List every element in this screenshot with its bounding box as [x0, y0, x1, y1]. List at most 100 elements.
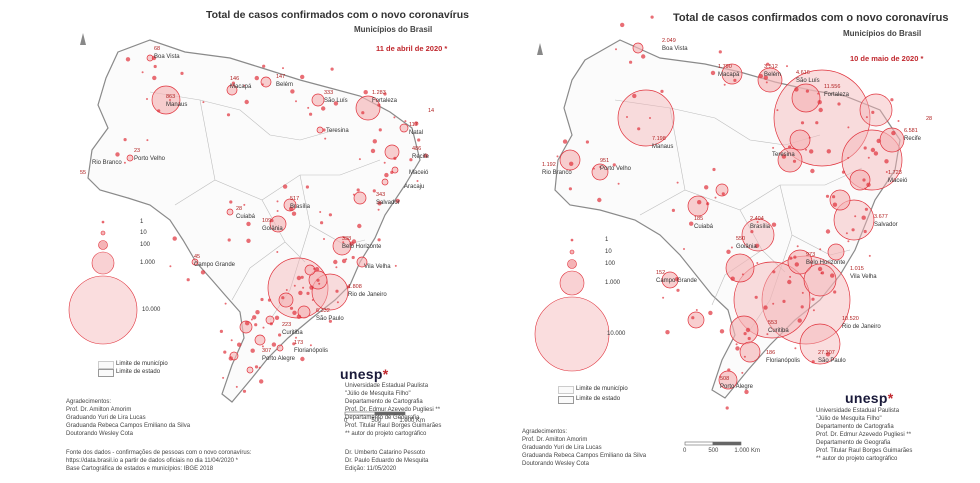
case-dot — [309, 344, 312, 347]
city-label: Cuiabá — [694, 224, 714, 230]
case-count-label: 553 — [768, 320, 778, 326]
brazil-outline — [87, 39, 421, 403]
case-dot — [378, 128, 382, 132]
case-dot — [307, 106, 310, 109]
case-count-label: 68 — [154, 46, 161, 52]
case-dot — [291, 211, 297, 216]
case-dot — [259, 379, 264, 384]
case-dot — [817, 266, 823, 272]
map-title: Total de casos confirmados com o novo co… — [673, 12, 949, 24]
case-count-label: 973 — [806, 252, 816, 258]
case-dot — [847, 240, 850, 243]
case-bubble — [617, 89, 675, 147]
case-count-label: 4.616 — [796, 70, 810, 76]
case-dot — [726, 249, 731, 254]
legend-label: 1 — [605, 237, 609, 243]
case-dot — [697, 200, 702, 205]
case-dot — [321, 106, 326, 111]
case-count-label: 146 — [230, 76, 240, 82]
case-dot — [262, 326, 265, 329]
case-dot — [267, 298, 272, 302]
case-count-label: 1.192 — [542, 162, 556, 168]
case-dot — [745, 327, 751, 333]
case-dot — [750, 230, 754, 234]
case-dot — [864, 207, 868, 211]
case-dot — [285, 289, 288, 291]
case-dot — [319, 211, 322, 213]
city-label: Florianópolis — [766, 358, 801, 364]
case-dot — [867, 156, 870, 159]
case-dot — [862, 178, 866, 182]
case-dot — [620, 22, 625, 28]
case-dot — [725, 406, 729, 410]
case-count-label: 45 — [194, 254, 201, 260]
case-bubble — [632, 42, 644, 54]
case-dot — [825, 229, 831, 234]
case-dot — [808, 136, 811, 139]
case-dot — [649, 117, 651, 119]
case-dot — [289, 306, 294, 310]
case-dot — [295, 100, 297, 103]
case-dot — [377, 208, 380, 211]
case-bubble — [384, 144, 400, 160]
case-dot — [845, 232, 848, 235]
case-dot — [276, 200, 279, 203]
case-dot — [786, 65, 788, 68]
scale-labels: 0 500 1.000 Km — [344, 418, 426, 424]
city-label: Porto Alegre — [262, 356, 296, 362]
case-count-label: 3.677 — [874, 214, 888, 220]
case-dot — [123, 161, 126, 164]
case-dot — [712, 167, 716, 172]
case-bubble — [803, 263, 837, 297]
case-dot — [841, 170, 846, 174]
map-title: Total de casos confirmados com o novo co… — [206, 9, 469, 21]
institution-text: Universidade Estadual Paulista "Júlio de … — [816, 408, 913, 462]
legend-label: 10.000 — [142, 307, 161, 313]
case-dot — [810, 168, 815, 174]
city-label: Fortaleza — [824, 92, 850, 98]
case-dot — [897, 120, 900, 122]
case-dot — [792, 159, 797, 163]
case-dot — [864, 187, 867, 190]
case-dot — [333, 101, 339, 106]
legend-municipio-symbol — [98, 361, 114, 369]
city-label: Recife — [904, 136, 922, 142]
case-dot — [730, 246, 733, 249]
case-bubble — [356, 256, 368, 268]
case-bubble — [254, 334, 266, 346]
case-dot — [342, 241, 345, 244]
case-dot — [629, 60, 633, 64]
case-dot — [817, 92, 820, 95]
case-dot — [794, 87, 799, 92]
case-dot — [361, 111, 365, 115]
case-dot — [352, 193, 355, 196]
case-dot — [328, 213, 332, 217]
case-dot — [662, 296, 665, 299]
case-dot — [261, 345, 264, 348]
case-bubble — [789, 129, 811, 151]
case-dot — [772, 146, 775, 149]
case-dot — [282, 184, 288, 189]
case-dot — [723, 83, 726, 86]
case-dot — [851, 228, 855, 232]
city-label: Curitiba — [282, 330, 303, 336]
case-count-label: 486 — [412, 146, 422, 152]
case-count-label: 223 — [282, 322, 292, 328]
case-dot — [743, 332, 747, 336]
case-bubble — [741, 218, 775, 252]
case-dot — [766, 62, 770, 66]
case-dot — [754, 295, 758, 299]
north-arrow — [80, 33, 86, 45]
case-count-label: 152 — [656, 270, 666, 276]
case-dot — [671, 208, 675, 212]
case-bubble — [739, 341, 761, 363]
case-dot — [278, 333, 282, 337]
case-dot — [568, 187, 572, 191]
case-dot — [372, 139, 377, 144]
case-dot — [345, 258, 348, 261]
case-count-label: 7.198 — [652, 136, 666, 142]
case-count-label: 11.556 — [824, 84, 841, 90]
case-dot — [395, 198, 400, 204]
case-dot — [811, 297, 815, 301]
legend-label: 10 — [140, 230, 147, 236]
